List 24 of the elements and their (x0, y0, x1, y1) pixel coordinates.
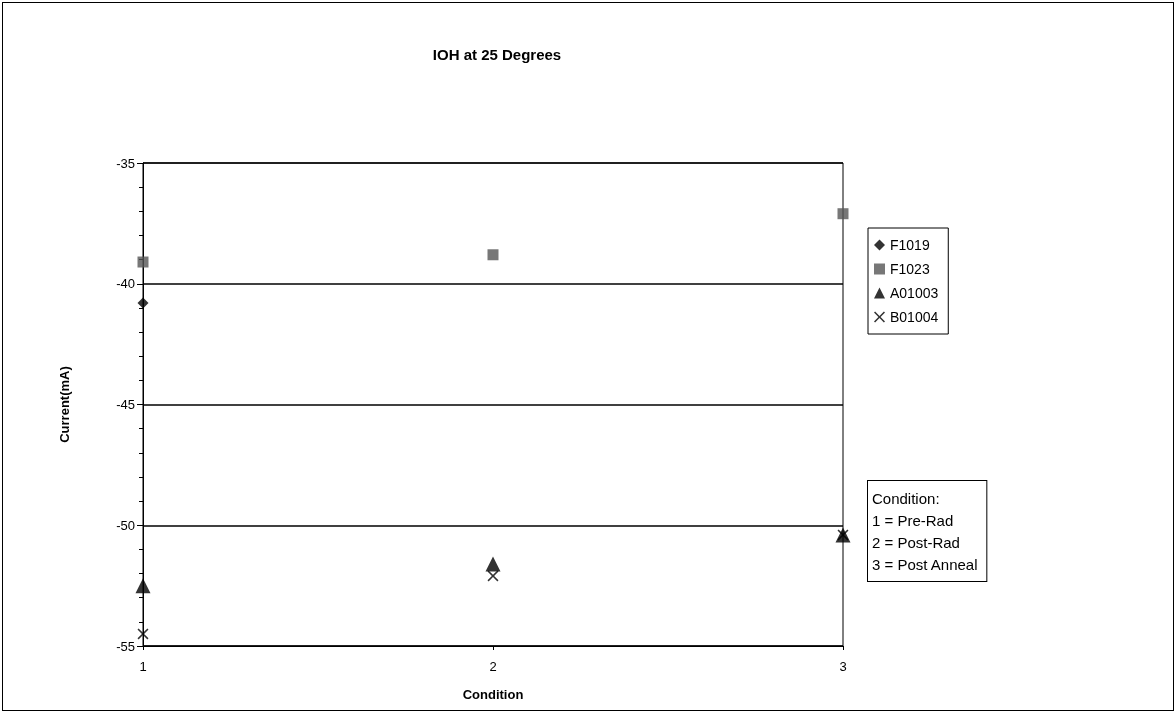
legend-label: F1023 (890, 261, 930, 277)
x-axis-title: Condition (462, 687, 524, 702)
point (137, 297, 149, 309)
x-tick-label: 2 (489, 659, 497, 674)
x-tick-label: 3 (839, 659, 847, 674)
y-tick-label: -45 (116, 397, 135, 412)
y-tick-label: -55 (116, 638, 135, 654)
legend-label: B01004 (890, 309, 939, 325)
point (837, 208, 849, 220)
point (487, 249, 499, 261)
legend-label: A01003 (890, 285, 939, 301)
y-tick-label: -40 (116, 276, 135, 292)
x-tick-label: 1 (139, 659, 147, 674)
point (137, 628, 149, 640)
point (487, 570, 499, 582)
point (135, 578, 151, 594)
legend-label: F1019 (890, 237, 930, 253)
text: Condition: 1 = Pre-Rad 2 = Post-Rad 3 = Post Anneal (872, 489, 978, 573)
y-tick-label: -50 (116, 517, 135, 533)
chart-title: IOH at 25 Degrees (432, 46, 562, 63)
point (485, 556, 501, 572)
y-tick-label: -35 (116, 155, 135, 171)
point (137, 256, 149, 268)
y-axis-title: Current(mA) (57, 366, 72, 443)
